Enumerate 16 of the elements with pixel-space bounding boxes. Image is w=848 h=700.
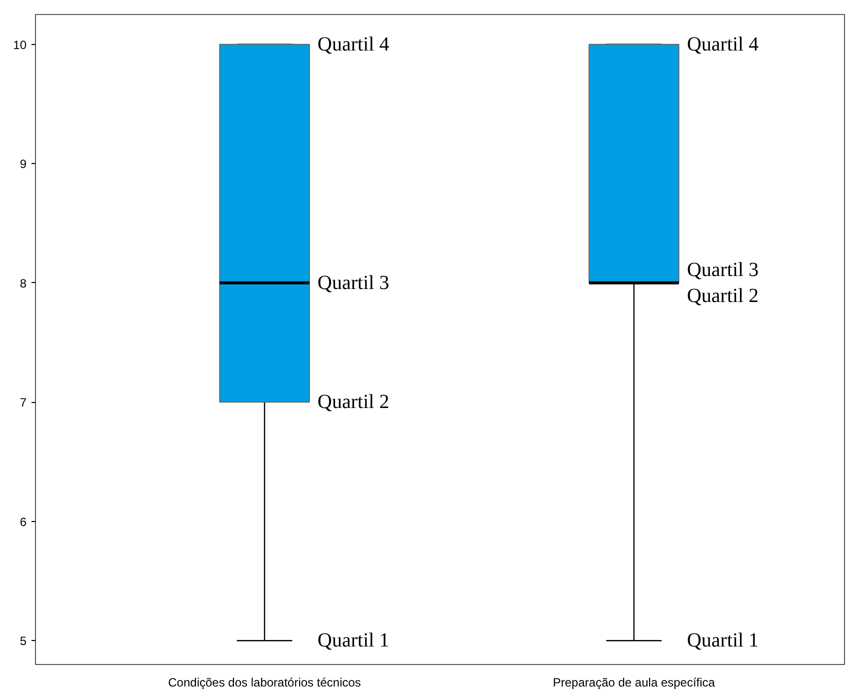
x-tick-label: Preparação de aula específica [552, 676, 716, 690]
y-tick-label: 8 [20, 276, 27, 290]
y-tick-label: 10 [13, 38, 27, 52]
x-tick-label: Condições dos laboratórios técnicos [168, 676, 361, 690]
y-tick-label: 6 [20, 514, 27, 529]
y-tick-label: 9 [20, 157, 27, 172]
annotation: Quartil 3 [318, 272, 390, 294]
annotation: Quartil 2 [318, 391, 390, 414]
y-tick-label: 7 [20, 396, 27, 410]
annotation: Quartil 1 [318, 630, 390, 652]
y-tick-label: 5 [20, 634, 27, 648]
annotation: Quartil 2 [686, 284, 759, 307]
annotation: Quartil 3 [686, 258, 759, 281]
annotation: Quartil 1 [686, 630, 759, 652]
annotation: Quartil 4 [686, 33, 759, 56]
annotation: Quartil 4 [318, 33, 390, 56]
